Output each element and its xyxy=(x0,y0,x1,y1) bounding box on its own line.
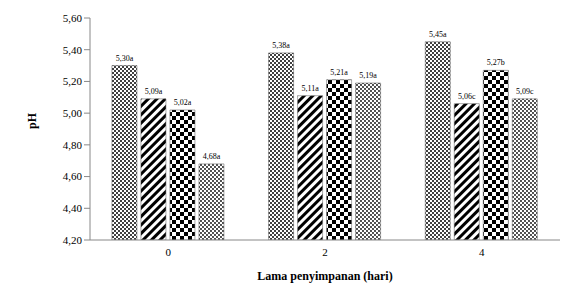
svg-text:5,21a: 5,21a xyxy=(330,68,348,77)
svg-text:pH: pH xyxy=(25,112,39,129)
svg-text:5,20: 5,20 xyxy=(63,75,83,87)
svg-text:4,80: 4,80 xyxy=(63,139,83,151)
svg-text:5,11a: 5,11a xyxy=(301,84,319,93)
svg-text:4,40: 4,40 xyxy=(63,202,83,214)
svg-text:5,60: 5,60 xyxy=(63,12,83,24)
svg-text:4,20: 4,20 xyxy=(63,234,83,246)
svg-text:5,30a: 5,30a xyxy=(116,54,134,63)
svg-text:2: 2 xyxy=(322,246,328,258)
svg-text:5,06c: 5,06c xyxy=(458,92,476,101)
svg-text:5,09c: 5,09c xyxy=(516,87,534,96)
svg-text:Lama penyimpanan (hari): Lama penyimpanan (hari) xyxy=(257,269,392,283)
svg-text:4: 4 xyxy=(479,246,485,258)
svg-text:4,68a: 4,68a xyxy=(203,152,221,161)
svg-text:5,02a: 5,02a xyxy=(174,98,192,107)
svg-text:5,45a: 5,45a xyxy=(429,30,447,39)
svg-text:5,40: 5,40 xyxy=(63,44,83,56)
svg-text:4,60: 4,60 xyxy=(63,170,83,182)
svg-text:0: 0 xyxy=(166,246,172,258)
svg-text:5,27b: 5,27b xyxy=(487,58,505,67)
svg-text:5,00: 5,00 xyxy=(63,107,83,119)
svg-text:5,19a: 5,19a xyxy=(359,71,377,80)
svg-text:5,09a: 5,09a xyxy=(145,87,163,96)
svg-text:5,38a: 5,38a xyxy=(272,41,290,50)
